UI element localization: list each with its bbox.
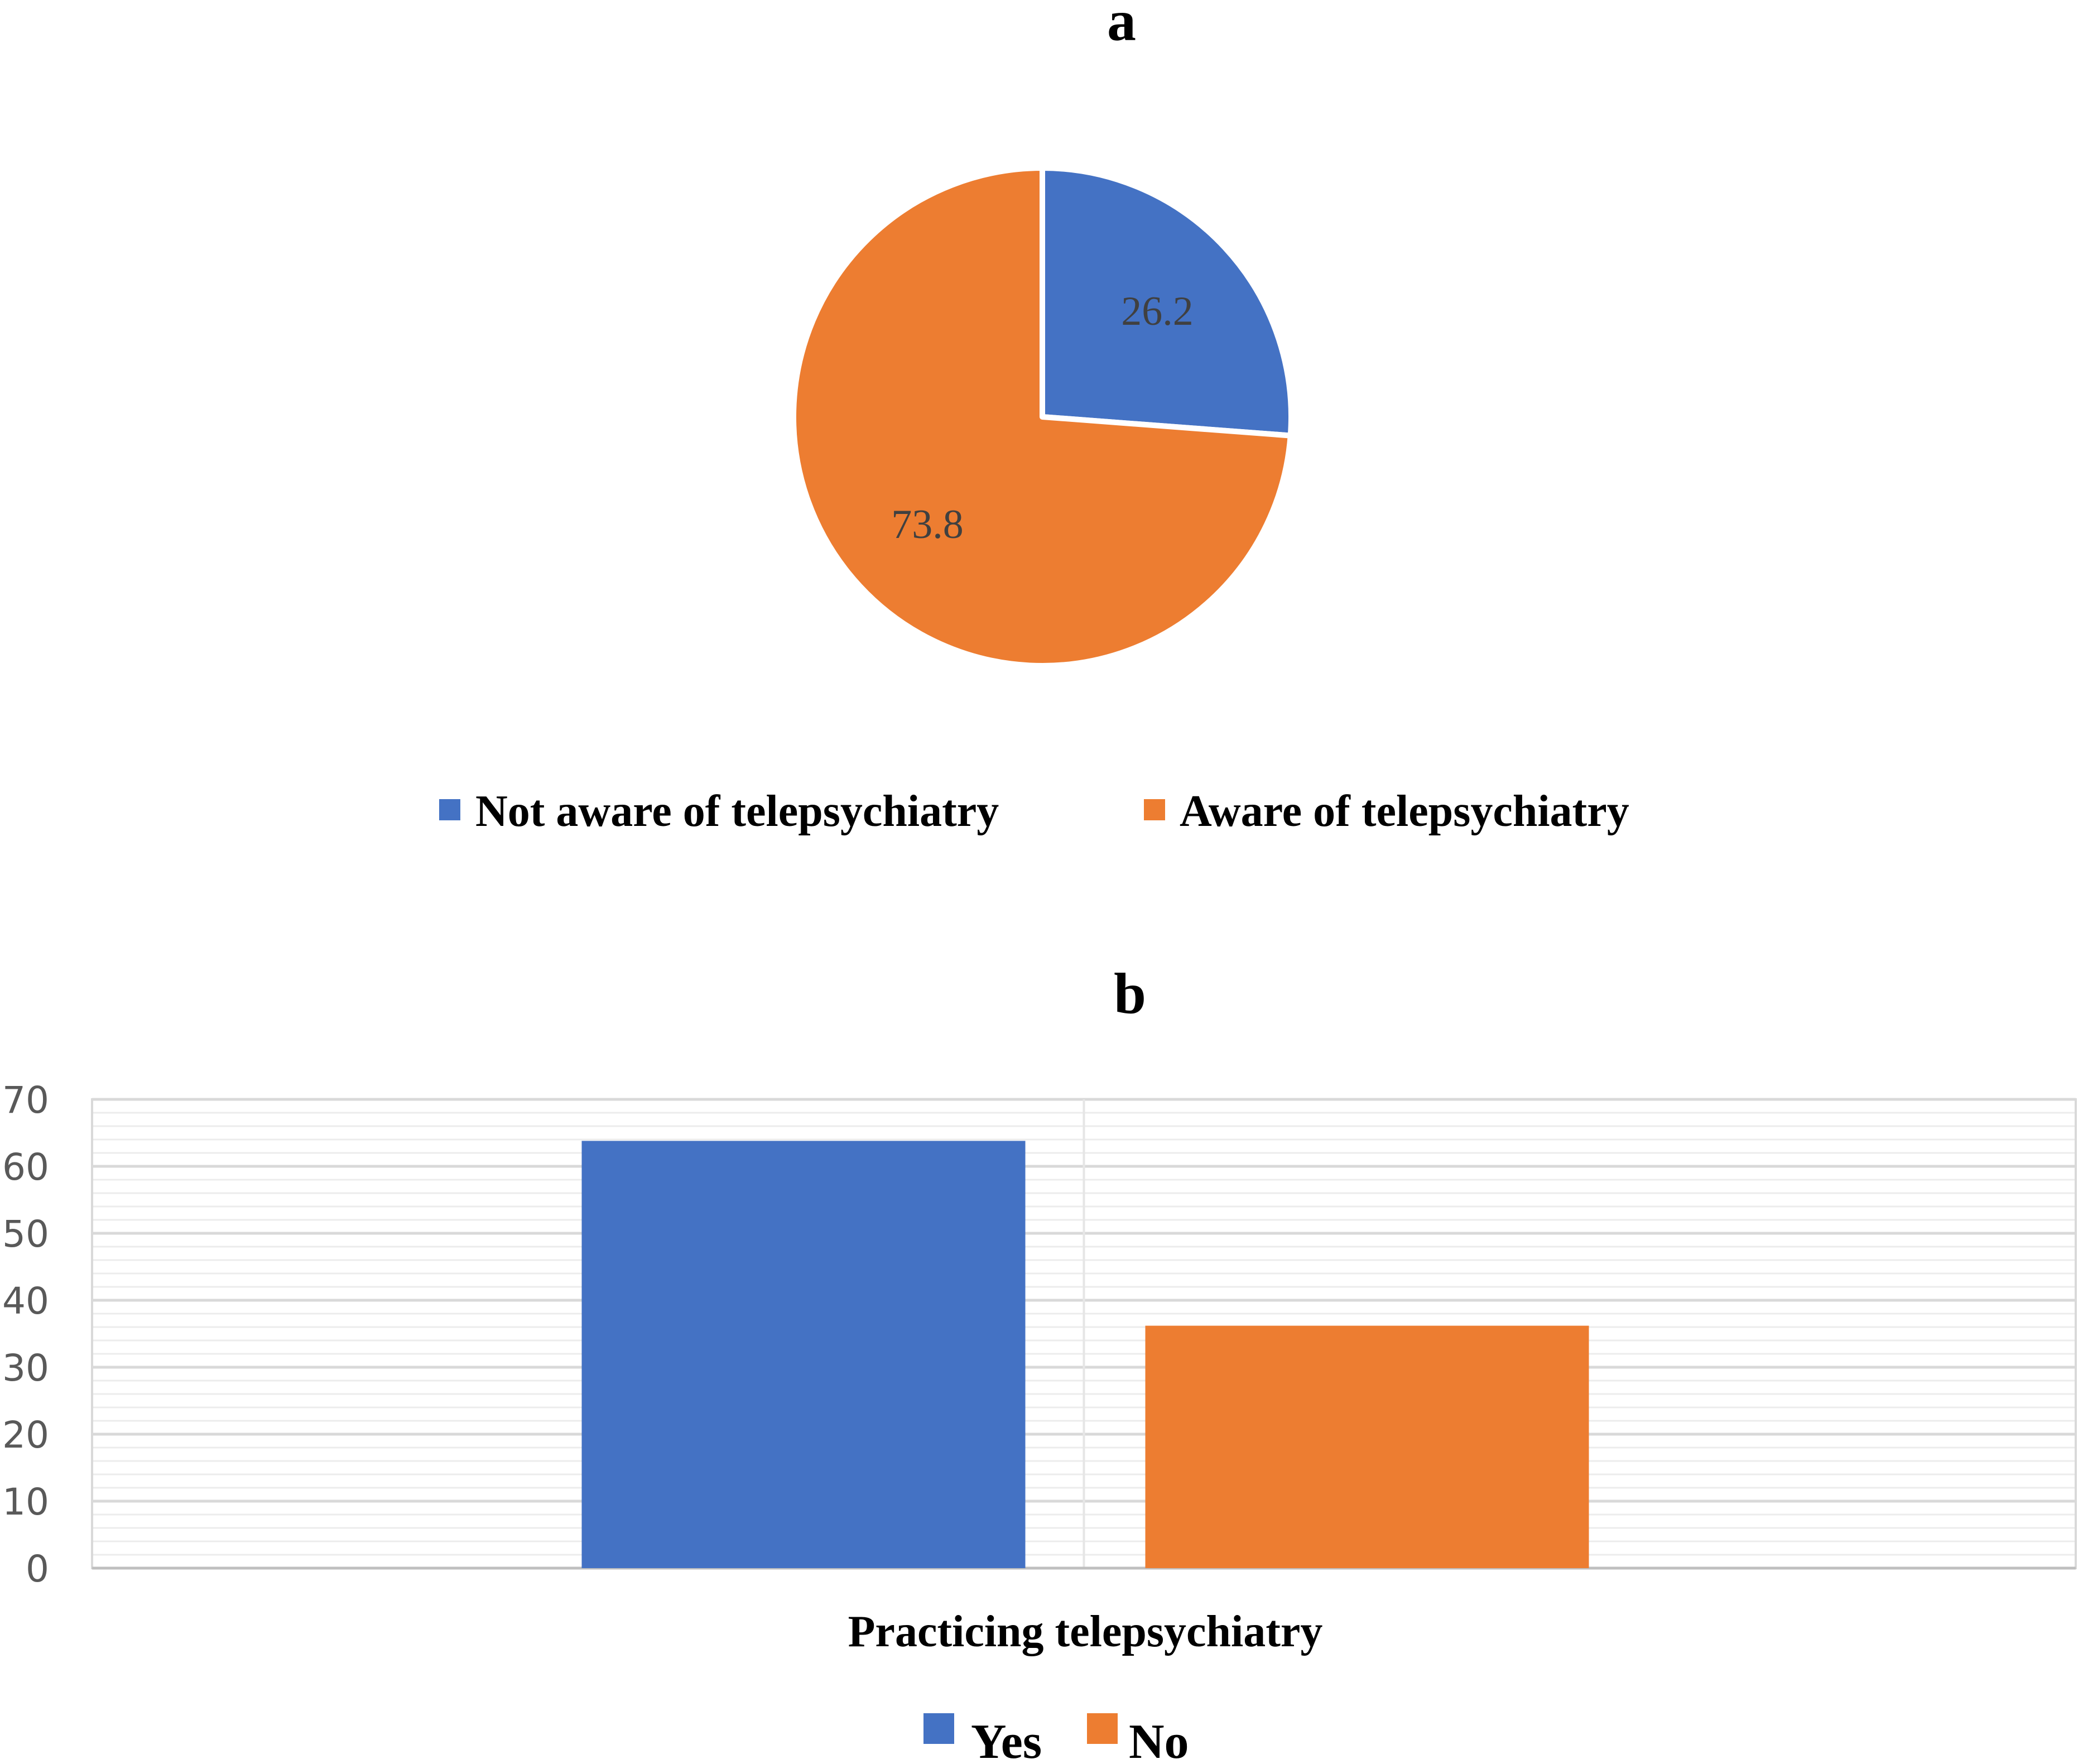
bar-y-tick-label: 20 (2, 1414, 49, 1457)
bar-y-tick-label: 50 (2, 1213, 49, 1256)
bar-yes (581, 1141, 1026, 1568)
pie-legend: Not aware of telepsychiatry Aware of tele… (439, 787, 1629, 836)
pie-data-labels: 26.2 73.8 (891, 289, 1194, 547)
bar-y-tick-label: 60 (2, 1146, 49, 1189)
bar-bars (581, 1141, 1589, 1568)
bar-gridlines (91, 1098, 2077, 1570)
bar-legend-swatch-0 (923, 1713, 954, 1744)
bar-legend-swatch-1 (1087, 1713, 1118, 1744)
bar-y-tick-label: 40 (2, 1280, 49, 1323)
bar-no (1145, 1325, 1589, 1568)
pie-legend-swatch-1 (1144, 799, 1165, 820)
pie-legend-swatch-0 (439, 799, 460, 820)
bar-y-tick-label: 30 (2, 1347, 49, 1390)
bar-y-tick-label: 0 (26, 1547, 49, 1590)
bar-y-tick-label: 10 (2, 1481, 49, 1523)
pie-chart-title: a (1107, 0, 1136, 53)
bar-y-tick-label: 70 (2, 1079, 49, 1122)
bar-y-tick-labels: 0 10 20 30 40 50 60 70 (2, 1079, 49, 1590)
bar-x-axis-label: Practicing telepsychiatry (848, 1607, 1323, 1656)
pie-chart: a 26.2 73.8 Not aware of telepsychiatry Aw… (439, 0, 1629, 836)
pie-slice-1 (790, 165, 1293, 669)
bar-legend-label-1: No (1129, 1715, 1189, 1764)
bar-legend: Yes No (923, 1713, 1189, 1764)
pie-slice-0 (1040, 165, 1294, 439)
pie-legend-label-0: Not aware of telepsychiatry (475, 787, 999, 836)
bar-chart-title: b (1114, 962, 1146, 1026)
pie-legend-label-1: Aware of telepsychiatry (1180, 787, 1629, 836)
pie-data-label-1: 73.8 (891, 502, 964, 547)
bar-chart: b 0 10 20 30 40 50 60 70 Practicing telepsychia… (2, 962, 2077, 1764)
pie-slices (790, 165, 1294, 669)
pie-data-label-0: 26.2 (1121, 289, 1194, 334)
bar-legend-label-0: Yes (971, 1715, 1042, 1764)
